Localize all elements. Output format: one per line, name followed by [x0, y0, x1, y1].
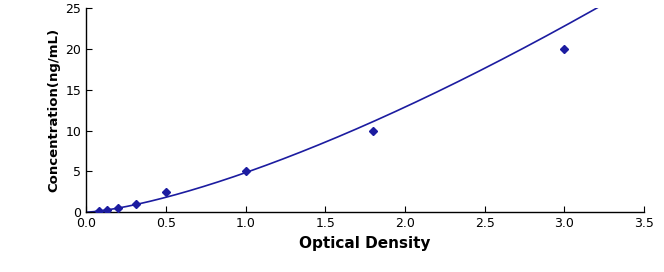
- X-axis label: Optical Density: Optical Density: [299, 236, 431, 251]
- Y-axis label: Concentration(ng/mL): Concentration(ng/mL): [47, 28, 60, 192]
